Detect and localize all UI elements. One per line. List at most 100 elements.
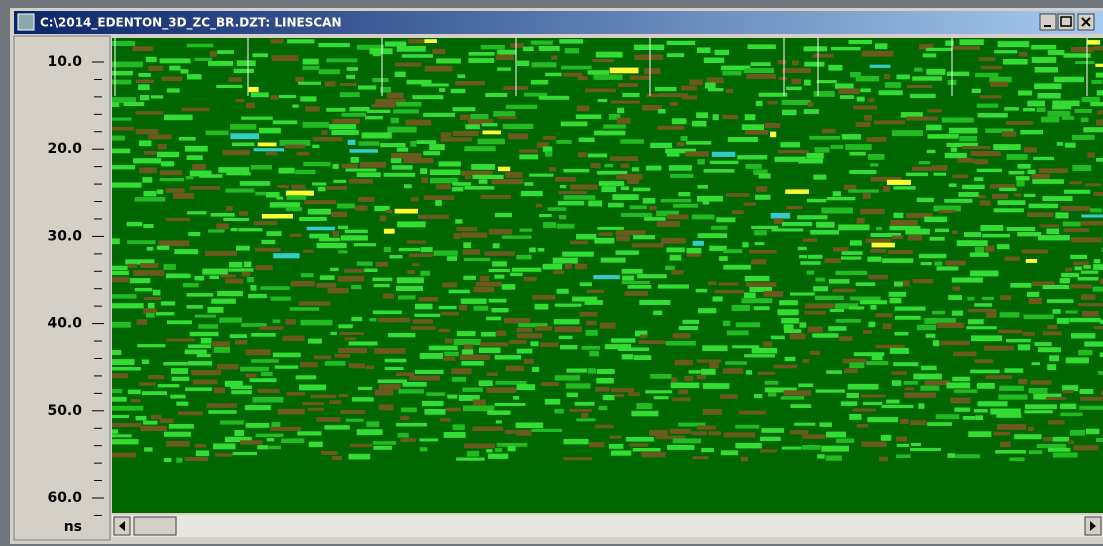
texture — [803, 46, 827, 52]
texture — [952, 376, 971, 382]
texture — [829, 279, 850, 284]
texture — [907, 84, 933, 88]
texture — [205, 130, 229, 136]
texture — [139, 167, 157, 174]
texture — [951, 310, 964, 316]
texture — [778, 76, 788, 81]
texture — [653, 310, 663, 316]
texture — [208, 61, 234, 66]
texture — [804, 303, 835, 309]
texture — [424, 39, 437, 43]
texture — [770, 212, 791, 219]
texture — [922, 53, 937, 58]
texture — [374, 348, 406, 354]
texture — [824, 258, 841, 264]
texture — [629, 443, 649, 447]
texture — [112, 429, 118, 434]
texture — [127, 240, 156, 244]
ruler-label: 30.0 — [47, 228, 82, 244]
texture — [554, 176, 576, 182]
texture — [540, 342, 559, 347]
texture — [747, 44, 776, 49]
texture — [170, 394, 186, 399]
texture — [147, 375, 165, 380]
texture — [177, 411, 203, 416]
texture — [472, 174, 504, 179]
texture — [569, 240, 588, 245]
texture — [781, 446, 802, 450]
texture — [297, 431, 322, 436]
texture — [967, 309, 997, 313]
texture — [686, 247, 702, 254]
texture — [182, 283, 199, 288]
texture — [974, 359, 994, 364]
texture — [498, 166, 511, 172]
texture — [348, 363, 366, 369]
scroll-thumb[interactable] — [133, 516, 177, 536]
texture — [944, 152, 967, 159]
texture — [394, 208, 418, 214]
texture — [722, 320, 731, 327]
texture — [396, 46, 426, 52]
texture — [148, 134, 172, 140]
texture — [346, 67, 358, 71]
texture — [396, 102, 422, 107]
texture — [640, 334, 648, 339]
texture — [989, 76, 1012, 83]
texture — [1015, 176, 1030, 181]
texture — [271, 55, 299, 62]
texture — [152, 289, 161, 296]
texture — [1029, 450, 1043, 454]
texture — [760, 449, 778, 453]
texture — [886, 179, 911, 185]
texture — [298, 301, 331, 306]
texture — [468, 52, 495, 56]
texture — [585, 88, 616, 93]
texture — [883, 186, 890, 192]
texture — [518, 323, 548, 328]
texture — [616, 174, 643, 180]
texture — [948, 183, 957, 187]
ruler-label: 10.0 — [47, 54, 82, 70]
texture — [238, 211, 249, 216]
texture — [1093, 192, 1103, 196]
texture — [412, 319, 433, 324]
texture — [779, 300, 798, 306]
texture — [782, 222, 813, 227]
texture — [918, 403, 925, 409]
texture — [1031, 173, 1050, 180]
texture — [212, 341, 231, 347]
texture — [112, 238, 120, 245]
texture — [424, 65, 453, 72]
texture — [330, 267, 339, 271]
texture — [553, 319, 580, 325]
texture — [494, 403, 526, 406]
minimize-button[interactable] — [1039, 13, 1057, 31]
texture — [410, 141, 417, 147]
horizontal-scrollbar[interactable] — [112, 515, 1103, 537]
ruler-label: 40.0 — [47, 316, 82, 332]
texture — [143, 191, 157, 197]
texture — [689, 79, 703, 85]
texture — [822, 128, 836, 134]
texture — [270, 95, 279, 100]
texture — [770, 131, 777, 138]
texture — [216, 223, 229, 230]
texture — [321, 451, 338, 455]
texture — [722, 368, 744, 374]
texture — [657, 125, 685, 130]
texture — [610, 100, 640, 104]
texture — [678, 422, 706, 427]
texture — [609, 67, 639, 74]
texture — [608, 114, 621, 120]
texture — [925, 124, 942, 131]
texture — [670, 382, 700, 389]
texture — [510, 272, 523, 277]
texture — [632, 448, 661, 452]
texture — [326, 58, 358, 63]
texture — [985, 128, 1014, 133]
texture — [563, 168, 590, 173]
window-controls[interactable] — [1039, 13, 1095, 31]
texture — [317, 186, 326, 192]
texture — [614, 394, 625, 398]
